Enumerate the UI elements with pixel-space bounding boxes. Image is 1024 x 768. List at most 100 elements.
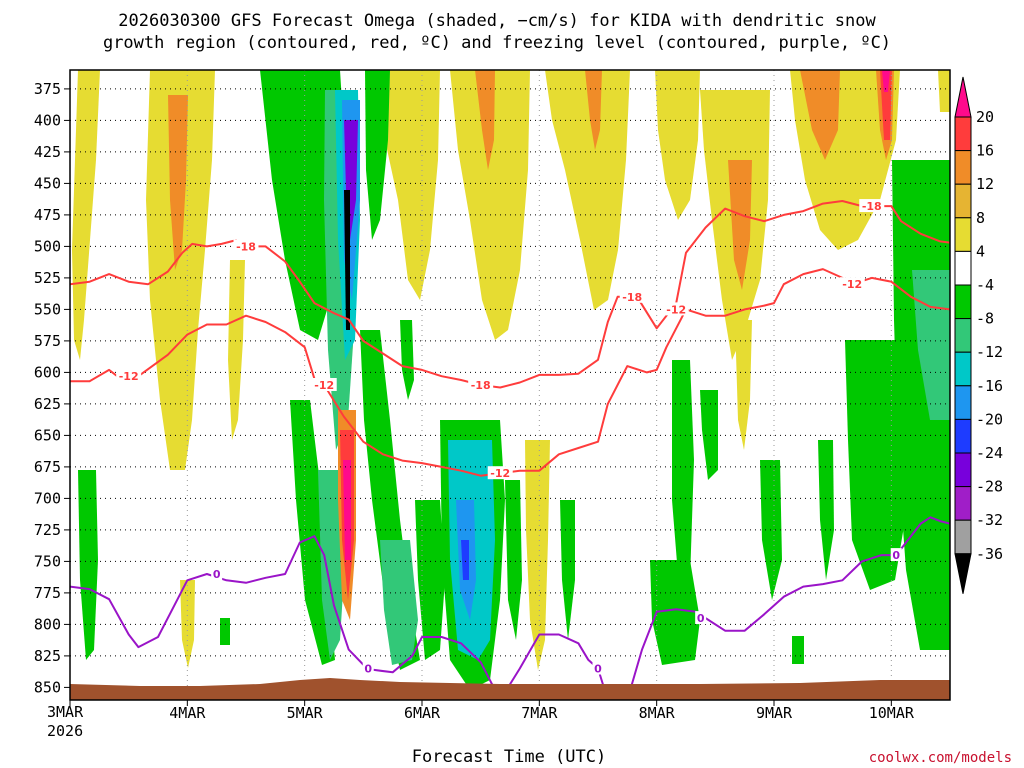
- contour-labels: -18 -18 -18 -18 -12 -12 -12 -12 -12 0 0 0 0 0: [116, 199, 902, 676]
- omega-cell-dkblue: [461, 540, 469, 580]
- y-tick-label: 750: [34, 552, 61, 570]
- colorbar-label: -12: [976, 343, 1003, 361]
- colorbar-bin: [954, 183, 972, 219]
- omega-cell-green: [560, 500, 575, 640]
- contour-label-bg: [890, 548, 902, 562]
- contour-label-bg: [311, 378, 337, 391]
- contour-label: -18: [622, 291, 642, 304]
- x-axis-label: Forecast Time (UTC): [412, 747, 606, 767]
- omega-cell-green: [845, 340, 905, 590]
- x-axis: 4MAR 5MAR 6MAR 7MAR 8MAR 9MAR 10MAR: [69, 700, 915, 722]
- contour-line: [70, 268, 950, 477]
- contour-label-bg: [839, 277, 865, 291]
- contour-label: -12: [666, 303, 686, 316]
- contour-label-bg: [619, 289, 645, 303]
- colorbar-label: -28: [976, 478, 1003, 496]
- contour-label-bg: [233, 239, 259, 253]
- y-tick-label: 775: [34, 584, 61, 602]
- omega-cell-yellow: [375, 70, 440, 300]
- colorbar-bin: [954, 217, 972, 252]
- x-gridlines: [186, 70, 892, 700]
- omega-cell-teal: [318, 470, 345, 660]
- colorbar-bin: [954, 116, 972, 152]
- x-tick-label: 6MAR: [404, 704, 441, 722]
- y-tick-label: 550: [34, 300, 61, 318]
- omega-cell-yellow: [450, 70, 530, 340]
- y-tick-label: 525: [34, 269, 61, 287]
- omega-cell-green: [78, 470, 98, 660]
- y-tick-label: 600: [34, 363, 61, 381]
- colorbar-label: -20: [976, 410, 1003, 428]
- contour-line: [626, 516, 950, 700]
- contour-label: -12: [119, 370, 139, 383]
- colorbar-bin: [954, 519, 972, 555]
- colorbar-label: 12: [976, 175, 994, 193]
- contour-label: 0: [892, 549, 900, 562]
- omega-cell-green: [650, 560, 700, 665]
- colorbar-bin: [954, 150, 972, 185]
- colorbar-label: -16: [976, 377, 1003, 395]
- colorbar-bin: [954, 486, 972, 521]
- y-tick-label: 475: [34, 206, 61, 224]
- omega-cell-orange: [728, 160, 752, 290]
- contour-label: 0: [697, 612, 705, 625]
- contour-label-bg: [695, 611, 707, 625]
- omega-shading: [72, 70, 950, 690]
- credit-text: coolwx.com/models: [869, 750, 1012, 766]
- colorbar-label: 20: [976, 108, 994, 126]
- x-tick-label: 7MAR: [521, 704, 558, 722]
- colorbar-bin: [954, 250, 972, 286]
- colorbar-bin: [954, 452, 972, 488]
- x-first-year: 2026: [47, 722, 83, 740]
- colorbar-label: 4: [976, 242, 985, 260]
- omega-cell-black: [344, 190, 350, 330]
- colorbar-label: -4: [976, 276, 994, 294]
- x-first-label: 3MAR: [47, 703, 84, 721]
- colorbar-bin: [954, 284, 972, 320]
- y-tick-label: 625: [34, 395, 61, 413]
- omega-cell-orange: [168, 95, 188, 270]
- y-tick-label: 700: [34, 489, 61, 507]
- x-tick-label: 10MAR: [869, 704, 915, 722]
- omega-cell-yellow: [735, 320, 752, 450]
- omega-cell-orange: [800, 70, 840, 160]
- x-tick-label: 5MAR: [287, 704, 324, 722]
- colorbar-label: 8: [976, 209, 985, 227]
- contour-label: -12: [842, 278, 862, 291]
- omega-cell-red: [880, 70, 892, 140]
- colorbar-label: 16: [976, 142, 994, 160]
- contour-label: -18: [862, 200, 882, 213]
- chart-title-line2: growth region (contoured, red, ºC) and f…: [103, 33, 891, 53]
- y-tick-label: 375: [34, 80, 61, 98]
- y-tick-label: 500: [34, 237, 61, 255]
- contour-label: -12: [314, 379, 334, 392]
- y-tick-label: 650: [34, 426, 61, 444]
- y-tick-label: 400: [34, 111, 61, 129]
- y-axis: 375 400 425 450 475 500 525 550 575 600 625 650 675 7…: [34, 80, 70, 696]
- y-tick-label: 450: [34, 174, 61, 192]
- omega-cell-magenta: [882, 70, 890, 92]
- omega-cell-green: [260, 70, 345, 340]
- contour-line: [70, 535, 502, 700]
- omega-cell-yellow: [938, 70, 950, 112]
- omega-cell-yellow: [228, 260, 245, 440]
- colorbar-bottom-arrow: [954, 553, 972, 594]
- omega-cell-yellow: [655, 70, 700, 220]
- x-tick-label: 4MAR: [169, 704, 206, 722]
- colorbar: 20 16 12 8 4 -4 -8 -12 -16 -20 -24 -28 -32 -36: [954, 76, 1003, 594]
- omega-cell-green: [792, 636, 804, 664]
- contour-label: 0: [213, 568, 221, 581]
- omega-cell-green: [818, 440, 834, 580]
- contour-label-bg: [468, 378, 494, 391]
- omega-cell-orange: [585, 70, 602, 150]
- omega-cell-yellow: [545, 70, 630, 310]
- omega-cell-yellow: [180, 580, 195, 668]
- omega-cell-green: [365, 70, 390, 240]
- contour-label-bg: [487, 466, 513, 480]
- omega-cell-teal: [380, 540, 418, 665]
- contour-label-bg: [362, 661, 374, 675]
- y-tick-label: 425: [34, 143, 61, 161]
- colorbar-bin: [954, 351, 972, 387]
- omega-cell-yellow: [525, 440, 550, 670]
- y-tick-label: 675: [34, 458, 61, 476]
